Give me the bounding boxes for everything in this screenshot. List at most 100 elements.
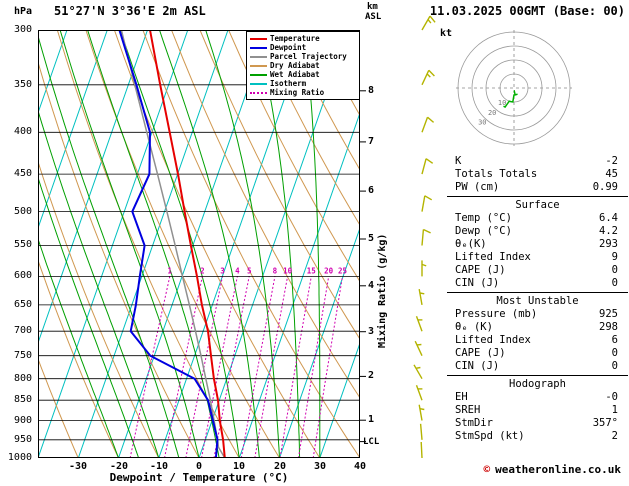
copyright: © weatheronline.co.uk xyxy=(484,463,621,476)
temperature-tick-label: 10 xyxy=(232,461,246,472)
dry-adiabat-line xyxy=(285,30,360,171)
km-tick-label: 1 xyxy=(368,414,375,425)
wind-barb xyxy=(419,423,423,440)
panel-row-value: 45 xyxy=(605,168,618,180)
legend-label: Parcel Trajectory xyxy=(270,52,347,61)
panel-row-value: 298 xyxy=(599,321,618,333)
panel-row: EH -0 xyxy=(447,391,628,404)
mixing-ratio-line xyxy=(254,276,289,458)
legend-item: Isotherm xyxy=(250,79,356,88)
isotherm-line xyxy=(158,30,309,458)
mixing-ratio-line xyxy=(312,276,343,458)
legend-line-sample xyxy=(250,55,267,58)
panel-row-value: -0 xyxy=(605,391,618,403)
temperature-tick-label: 0 xyxy=(195,461,203,472)
wind-barb xyxy=(413,364,423,380)
wind-barb xyxy=(415,384,423,401)
temperature-curve xyxy=(149,30,226,458)
pressure-unit-label: hPa xyxy=(14,6,33,17)
dry-adiabat-line xyxy=(228,30,360,283)
wind-barb xyxy=(421,69,435,86)
panel-row: CAPE (J) 0 xyxy=(447,264,628,277)
km-tick-label: 6 xyxy=(368,185,375,196)
pressure-tick-label: 800 xyxy=(13,373,32,384)
km-tick-label: 8 xyxy=(368,85,375,96)
temperature-tick-label: 30 xyxy=(313,461,327,472)
km-tick-label: 4 xyxy=(368,280,375,291)
panel-separator xyxy=(447,375,628,376)
panel-separator xyxy=(447,292,628,293)
skewt-plot: 1 2 3 4 5 8 10 15 20 25 xyxy=(38,30,360,458)
panel-row-value: 4.2 xyxy=(599,225,618,237)
chart-legend: Temperature Dewpoint Parcel Trajectory Dry … xyxy=(246,31,360,100)
legend-label: Wet Adiabat xyxy=(270,70,320,79)
legend-item: Mixing Ratio xyxy=(250,88,356,97)
panel-row: θₑ (K) 298 xyxy=(447,321,628,334)
mixing-ratio-value-label: 4 xyxy=(235,266,240,275)
panel-row-label: CIN (J) xyxy=(455,277,500,289)
hodograph-ring-label: 20 xyxy=(488,109,496,117)
wind-barb xyxy=(418,404,425,421)
isotherm-line xyxy=(198,30,350,458)
legend-label: Dry Adiabat xyxy=(270,61,320,70)
pressure-tick-label: 600 xyxy=(13,270,32,281)
altitude-unit-asl-label: ASL xyxy=(365,12,382,22)
mixing-ratio-axis-title: Mixing Ratio (g/kg) xyxy=(377,233,388,348)
legend-item: Dewpoint xyxy=(250,43,356,52)
legend-label: Isotherm xyxy=(270,79,307,88)
x-axis-title: Dewpoint / Temperature (°C) xyxy=(109,471,289,484)
mixing-ratio-value-label: 5 xyxy=(247,266,252,275)
wind-barb xyxy=(421,195,433,212)
mixing-ratio-value-label: 3 xyxy=(220,266,225,275)
chart-border xyxy=(38,30,360,458)
panel-row-value: 925 xyxy=(599,308,618,320)
pressure-tick-label: 450 xyxy=(13,168,32,179)
hodograph-ring xyxy=(485,59,543,117)
wind-barb xyxy=(421,158,434,175)
copyright-site-link[interactable]: weatheronline.co.uk xyxy=(495,463,621,476)
panel-row-label: EH xyxy=(455,391,468,403)
panel-row: K -2 xyxy=(447,155,628,168)
pressure-tick-label: 300 xyxy=(13,24,32,35)
legend-line-sample xyxy=(250,46,267,49)
mixing-ratio-value-label: 1 xyxy=(168,266,173,275)
panel-row-value: 357° xyxy=(592,417,618,429)
panel-row-label: StmDir xyxy=(455,417,493,429)
wind-barb xyxy=(414,340,423,356)
panel-row-label: SREH xyxy=(455,404,481,416)
panel-row: StmSpd (kt) 2 xyxy=(447,430,628,443)
wet-adiabat-line xyxy=(38,175,140,458)
pressure-tick-label: 500 xyxy=(13,206,32,217)
panel-row-label: StmSpd (kt) xyxy=(455,430,525,442)
dry-adiabat-line xyxy=(256,30,360,227)
panel-row-label: CIN (J) xyxy=(455,360,500,372)
km-tick-label: 5 xyxy=(368,233,375,244)
panel-heading: Most Unstable xyxy=(496,295,579,307)
mixing-ratio-value-label: 8 xyxy=(273,266,278,275)
station-title: 51°27'N 3°36'E 2m ASL xyxy=(54,4,206,18)
legend-label: Mixing Ratio xyxy=(270,88,325,97)
dewpoint-curve xyxy=(118,30,219,458)
isotherm-line xyxy=(319,341,360,458)
panel-row: CIN (J) 0 xyxy=(447,360,628,373)
panel-row-value: 0 xyxy=(611,277,618,289)
panel-row-value: 6 xyxy=(611,334,618,346)
hodograph-unit-label: kt xyxy=(440,28,452,39)
panel-row-label: θₑ(K) xyxy=(455,238,487,250)
wind-barb xyxy=(421,116,435,133)
legend-item: Dry Adiabat xyxy=(250,61,356,70)
pressure-tick-label: 750 xyxy=(13,350,32,361)
panel-heading: Hodograph xyxy=(509,378,566,390)
panel-row: PW (cm) 0.99 xyxy=(447,181,628,194)
panel-row-label: Temp (°C) xyxy=(455,212,512,224)
copyright-symbol: © xyxy=(483,463,491,476)
km-tick-label: 2 xyxy=(368,370,375,381)
isotherm-line xyxy=(279,226,360,458)
panel-row-label: θₑ (K) xyxy=(455,321,493,333)
panel-row-value: -2 xyxy=(605,155,618,167)
legend-item: Temperature xyxy=(250,34,356,43)
wind-barb xyxy=(415,315,423,332)
km-tick-label: 3 xyxy=(368,326,375,337)
lcl-label: LCL xyxy=(363,437,380,447)
